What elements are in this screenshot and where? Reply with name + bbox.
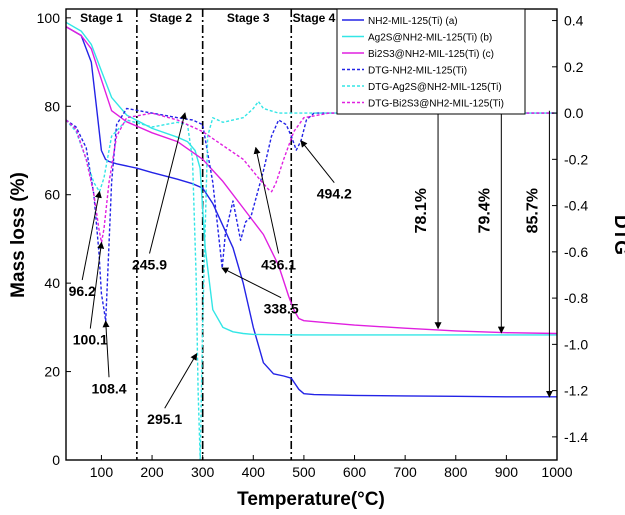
y-tick-label: 80 bbox=[44, 98, 60, 114]
annotation-label-2: 100.1 bbox=[73, 332, 108, 348]
y-tick-label: 20 bbox=[44, 364, 60, 380]
y2-tick-label: -1.0 bbox=[564, 336, 588, 352]
legend-entry-3: Bi2S3@NH2-MIL-125(Ti) (c) bbox=[368, 49, 494, 60]
y-axis-ticks: 0 20 40 60 80 100 bbox=[37, 10, 71, 468]
stage-label-2: Stage 2 bbox=[149, 11, 192, 25]
stage-dividers: Stage 1 Stage 2 Stage 3 Stage 4 bbox=[80, 9, 336, 460]
annotation-label-8: 494.2 bbox=[317, 186, 352, 202]
stage-label-1: Stage 1 bbox=[80, 11, 123, 25]
annotation-arrow-1 bbox=[81, 190, 102, 281]
mass-loss-label-2: 79.4% bbox=[476, 188, 493, 233]
mass-loss-label-3: 85.7% bbox=[524, 188, 541, 233]
annotation-arrow-3 bbox=[102, 320, 110, 378]
x-tick-label: 600 bbox=[343, 464, 367, 480]
y2-axis-label: DTG bbox=[610, 215, 625, 255]
legend-entry-5: DTG-Ag2S@NH2-MIL-125(Ti) bbox=[368, 82, 502, 93]
y-tick-label: 60 bbox=[44, 187, 60, 203]
annotation-label-3: 108.4 bbox=[92, 380, 127, 396]
y-tick-label: 40 bbox=[44, 275, 60, 291]
y2-tick-label: -1.4 bbox=[564, 429, 588, 445]
x-axis-ticks: 100 200 300 400 500 600 700 800 900 1000 bbox=[90, 455, 573, 480]
x-tick-label: 300 bbox=[191, 464, 215, 480]
mass-loss-labels: 78.1% 79.4% 85.7% bbox=[413, 110, 553, 398]
legend-box bbox=[336, 8, 526, 115]
series-line-1 bbox=[66, 26, 557, 398]
annotation-label-1: 96.2 bbox=[69, 283, 96, 299]
plot-border bbox=[65, 8, 558, 461]
y-axis-label: Mass loss (%) bbox=[8, 172, 29, 298]
annotation-label-6: 338.5 bbox=[264, 301, 299, 317]
y2-tick-label: -0.4 bbox=[564, 198, 588, 214]
annotation-label-7: 436.1 bbox=[261, 256, 296, 272]
series-line-4 bbox=[66, 107, 557, 322]
annotation-arrow-8 bbox=[300, 140, 335, 184]
stage-label-4: Stage 4 bbox=[293, 11, 336, 25]
legend-entry-2: Ag2S@NH2-MIL-125(Ti) (b) bbox=[368, 33, 492, 44]
x-tick-label: 800 bbox=[444, 464, 468, 480]
annotation-arrow-5 bbox=[164, 353, 198, 409]
legend-entry-4: DTG-NH2-MIL-125(Ti) bbox=[368, 66, 467, 77]
y2-tick-label: -0.2 bbox=[564, 151, 588, 167]
annotation-arrow-2 bbox=[89, 241, 105, 329]
mass-loss-label-1: 78.1% bbox=[413, 188, 430, 233]
legend: NH2-MIL-125(Ti) (a) Ag2S@NH2-MIL-125(Ti) … bbox=[336, 8, 526, 115]
y2-tick-label: -1.2 bbox=[564, 383, 588, 399]
x-tick-label: 400 bbox=[242, 464, 266, 480]
y-tick-label: 0 bbox=[52, 452, 60, 468]
x-tick-label: 100 bbox=[90, 464, 114, 480]
x-tick-label: 900 bbox=[495, 464, 519, 480]
legend-entry-1: NH2-MIL-125(Ti) (a) bbox=[368, 16, 458, 27]
y2-tick-label: -0.8 bbox=[564, 290, 588, 306]
series-line-5 bbox=[66, 100, 557, 460]
annotation-arrow-4 bbox=[149, 112, 187, 254]
legend-entry-6: DTG-Bi2S3@NH2-MIL-125(Ti) bbox=[368, 99, 504, 110]
annotation-arrow-6 bbox=[221, 267, 282, 299]
series-group bbox=[66, 21, 557, 460]
annotation-arrow-7 bbox=[253, 146, 280, 254]
y2-tick-label: -0.6 bbox=[564, 244, 588, 260]
series-line-3 bbox=[66, 26, 557, 335]
y-tick-label: 100 bbox=[37, 10, 61, 26]
y2-tick-label: 0.0 bbox=[564, 105, 584, 121]
y2-tick-label: 0.2 bbox=[564, 59, 584, 75]
y2-axis-ticks: -1.4 -1.2 -1.0 -0.8 -0.6 -0.4 -0.2 0.0 0.2 0.4 bbox=[552, 13, 588, 445]
x-tick-label: 200 bbox=[140, 464, 164, 480]
x-tick-label: 500 bbox=[292, 464, 316, 480]
y2-tick-label: 0.4 bbox=[564, 13, 584, 29]
x-tick-label: 700 bbox=[393, 464, 417, 480]
plot-frame bbox=[65, 8, 558, 461]
x-axis-label: Temperature(°C) bbox=[237, 489, 385, 510]
x-tick-label: 1000 bbox=[541, 464, 572, 480]
stage-label-3: Stage 3 bbox=[227, 11, 270, 25]
annotation-label-4: 245.9 bbox=[132, 256, 167, 272]
series-line-2 bbox=[66, 21, 557, 336]
annotation-label-5: 295.1 bbox=[147, 411, 182, 427]
peak-annotations: 96.2 100.1 108.4 245.9 295.1 338.5 436.1 494.2 bbox=[69, 112, 352, 427]
